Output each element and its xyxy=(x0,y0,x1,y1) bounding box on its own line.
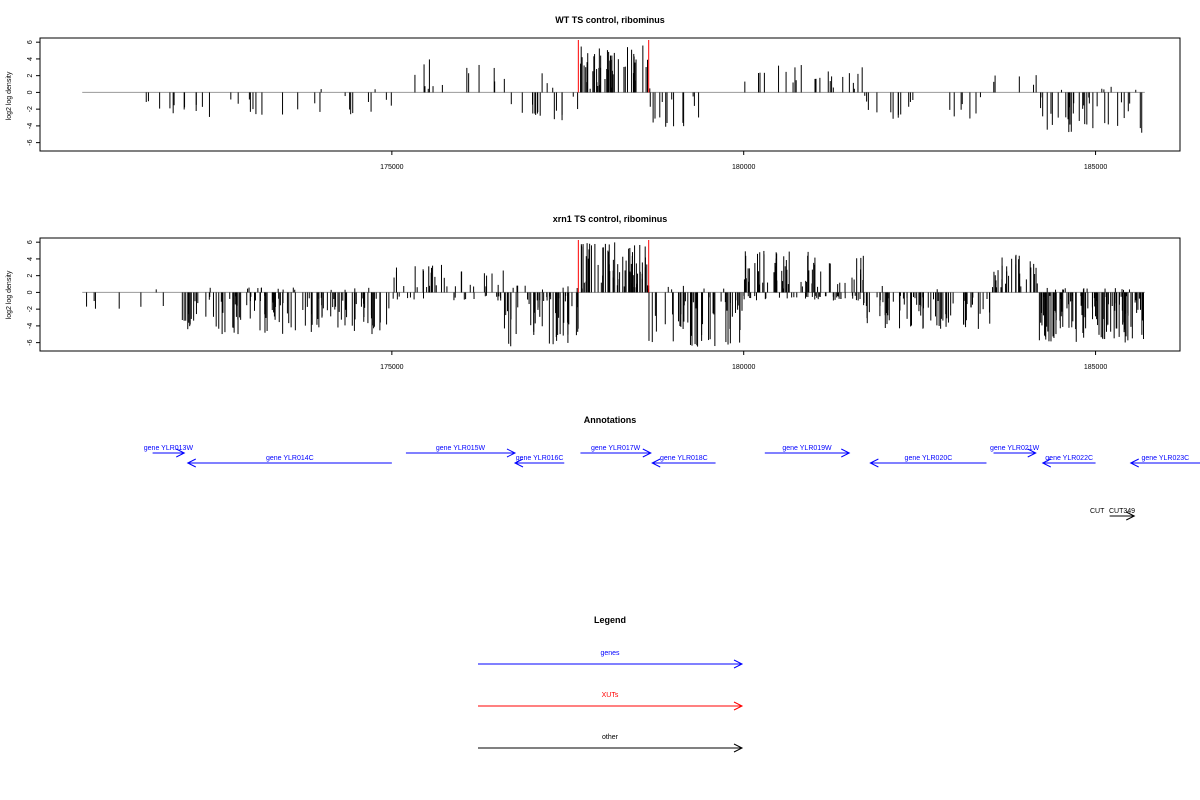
y-tick-label: 4 xyxy=(27,257,34,261)
gene-arrow: gene YLR016C xyxy=(513,455,565,468)
gene-arrow: gene YLR014C xyxy=(186,455,392,468)
density-bars xyxy=(82,40,1145,133)
y-tick-label: -2 xyxy=(27,306,34,312)
y-axis-label: log2 log density xyxy=(6,270,13,319)
gene-arrow: gene YLR022C xyxy=(1041,455,1096,468)
gene-label: gene YLR023C xyxy=(1141,455,1189,462)
legend-label: other xyxy=(602,734,619,741)
y-tick-label: -6 xyxy=(27,139,34,145)
gene-arrow: gene YLR013W xyxy=(144,445,194,458)
legend-item: XUTs xyxy=(478,692,744,711)
gene-arrow: gene YLR017W xyxy=(580,445,652,458)
y-tick-label: 6 xyxy=(27,240,34,244)
y-tick-label: -2 xyxy=(27,106,34,112)
x-tick-label: 175000 xyxy=(380,364,403,371)
y-tick-label: 2 xyxy=(27,274,34,278)
arrow-head xyxy=(1129,458,1139,468)
other-label: CUT349 xyxy=(1109,508,1135,515)
arrow-head xyxy=(1027,448,1037,458)
y-tick-label: -4 xyxy=(27,123,34,129)
legend-item: genes xyxy=(478,650,744,669)
other-label: CUT xyxy=(1090,508,1105,515)
gene-arrow: gene YLR018C xyxy=(651,455,716,468)
arrow-head xyxy=(1041,458,1052,468)
legend-title: Legend xyxy=(594,615,626,625)
density-bars xyxy=(82,240,1145,347)
xrn1-ts-control-panel: xrn1 TS control, ribominus log2 log dens… xyxy=(6,214,1181,371)
gene-label: gene YLR019W xyxy=(782,445,832,452)
gene-label: gene YLR015W xyxy=(436,445,486,452)
legend-label: genes xyxy=(600,650,620,657)
x-tick-label: 175000 xyxy=(380,164,403,171)
gene-label: gene YLR020C xyxy=(905,455,953,462)
arrow-head xyxy=(841,448,851,458)
y-tick-label: 2 xyxy=(27,74,34,78)
arrow-head xyxy=(733,659,744,669)
arrow-head xyxy=(733,743,744,753)
plot-frame xyxy=(39,37,1181,152)
gene-arrow: gene YLR020C xyxy=(869,455,987,468)
panel-title: xrn1 TS control, ribominus xyxy=(553,214,668,224)
legend-item: other xyxy=(478,734,744,753)
legend: Legend genes XUTs other xyxy=(478,615,744,753)
x-tick-label: 180000 xyxy=(732,364,755,371)
arrow-head xyxy=(513,458,524,468)
gene-label: gene YLR022C xyxy=(1045,455,1093,462)
gene-arrow: gene YLR023C xyxy=(1129,455,1200,468)
y-tick-label: 0 xyxy=(27,290,34,294)
legend-items: genes XUTs other xyxy=(478,650,744,753)
arrow-head xyxy=(1126,511,1136,521)
panel-title: WT TS control, ribominus xyxy=(555,15,665,25)
arrow-head xyxy=(186,458,197,468)
gene-label: gene YLR021W xyxy=(990,445,1040,452)
y-tick-label: 0 xyxy=(27,90,34,94)
arrow-head xyxy=(869,458,879,468)
x-tick-label: 185000 xyxy=(1084,164,1107,171)
y-tick-label: 6 xyxy=(27,40,34,44)
arrow-head xyxy=(506,448,517,458)
gene-label: gene YLR014C xyxy=(266,455,314,462)
gene-arrow: gene YLR021W xyxy=(990,445,1040,458)
legend-label: XUTs xyxy=(602,692,619,699)
arrow-head xyxy=(642,448,652,458)
y-tick-label: -6 xyxy=(27,339,34,345)
arrow-head xyxy=(176,448,186,458)
plot-frame xyxy=(39,237,1181,352)
gene-label: gene YLR013W xyxy=(144,445,194,452)
y-axis-label: log2 log density xyxy=(6,71,13,120)
gene-label: gene YLR016C xyxy=(516,455,564,462)
gene-arrows: gene YLR013W gene YLR014C gene YLR015W gene… xyxy=(144,445,1200,521)
annotations-title: Annotations xyxy=(584,415,637,425)
other-arrow xyxy=(1109,511,1136,521)
gene-arrow: gene YLR019W xyxy=(764,445,851,458)
arrow-head xyxy=(733,701,744,711)
gene-label: gene YLR018C xyxy=(660,455,708,462)
gene-arrow: gene YLR015W xyxy=(405,445,517,458)
arrow-head xyxy=(651,458,661,468)
axes: 6 4 2 0 -2 -4 -6 175000 180000 185000 xyxy=(27,237,1181,371)
y-tick-label: 4 xyxy=(27,57,34,61)
x-tick-label: 180000 xyxy=(732,164,755,171)
axes: 6 4 2 0 -2 -4 -6 175000 180000 185000 xyxy=(27,37,1181,171)
gene-label: gene YLR017W xyxy=(591,445,641,452)
y-tick-label: -4 xyxy=(27,323,34,329)
wt-ts-control-panel: WT TS control, ribominus log2 log densit… xyxy=(6,15,1181,171)
x-tick-label: 185000 xyxy=(1084,364,1107,371)
